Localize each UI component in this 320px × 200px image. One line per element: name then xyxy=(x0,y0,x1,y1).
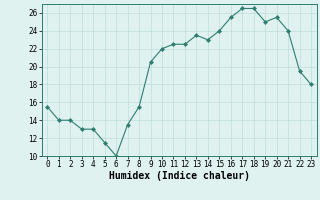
X-axis label: Humidex (Indice chaleur): Humidex (Indice chaleur) xyxy=(109,171,250,181)
